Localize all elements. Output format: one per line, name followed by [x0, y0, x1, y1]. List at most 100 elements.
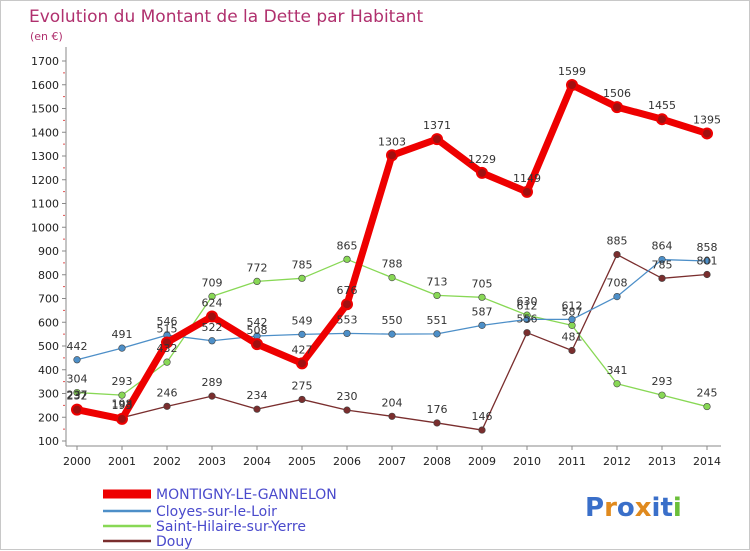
data-point-3 — [343, 406, 351, 414]
data-label-1: 546 — [157, 315, 178, 328]
data-label-0: 193 — [112, 399, 133, 412]
data-point-0 — [386, 149, 398, 162]
data-point-3 — [703, 270, 711, 279]
data-label-2: 785 — [292, 258, 313, 271]
data-label-1: 612 — [562, 299, 583, 312]
data-label-1: 549 — [292, 314, 313, 327]
chart-title: Evolution du Montant de la Dette par Hab… — [29, 7, 424, 27]
data-label-3: 146 — [472, 410, 493, 423]
logo-letter: t — [660, 493, 672, 523]
data-label-1: 587 — [472, 305, 493, 318]
y-tick-label: 1600 — [31, 79, 59, 92]
data-label-1: 708 — [607, 277, 628, 290]
logo-text: Proxiti — [585, 493, 682, 523]
data-label-0: 1395 — [693, 113, 721, 126]
x-tick-label: 2006 — [333, 455, 361, 468]
data-point-2 — [703, 402, 711, 411]
x-tick-label: 2003 — [198, 455, 226, 468]
data-point-0 — [341, 298, 353, 311]
data-point-3 — [433, 419, 441, 427]
logo-letter: o — [617, 493, 635, 523]
x-tick-label: 2014 — [693, 455, 721, 468]
y-tick-label: 1100 — [31, 198, 59, 211]
data-label-3: 234 — [247, 389, 268, 402]
data-point-0 — [251, 338, 263, 351]
data-label-3: 198 — [112, 398, 133, 411]
data-label-2: 304 — [67, 373, 88, 386]
data-label-2: 630 — [517, 295, 538, 308]
data-point-0 — [476, 166, 488, 179]
data-point-3 — [613, 250, 621, 259]
data-label-1: 542 — [247, 316, 268, 329]
x-tick-label: 2007 — [378, 455, 406, 468]
data-labels: 232 193 515 624 508 427 676 1303 1371 1229 1149 159… — [67, 65, 722, 423]
data-label-1: 612 — [517, 299, 538, 312]
data-point-2 — [658, 391, 666, 399]
data-label-2: 245 — [697, 387, 718, 400]
logo-letter: i — [673, 493, 682, 523]
data-label-0: 1506 — [603, 87, 631, 100]
data-point-0 — [116, 412, 128, 425]
x-tick-label: 2001 — [108, 455, 136, 468]
data-label-3: 885 — [607, 235, 628, 248]
logo-letter: x — [635, 493, 652, 523]
data-label-0: 1455 — [648, 99, 676, 112]
data-point-3 — [253, 405, 261, 413]
data-label-3: 204 — [382, 396, 403, 409]
data-point-1 — [388, 330, 396, 338]
data-point-0 — [611, 101, 623, 114]
data-label-0: 515 — [157, 322, 178, 335]
chart-subtitle: (en €) — [30, 30, 63, 43]
data-label-1: 550 — [382, 314, 403, 327]
x-tick-label: 2008 — [423, 455, 451, 468]
y-tick-label: 1200 — [31, 174, 59, 187]
y-tick-label: 1000 — [31, 221, 59, 234]
data-point-0 — [161, 336, 173, 349]
data-label-1: 491 — [112, 328, 133, 341]
y-tick-label: 300 — [38, 388, 59, 401]
data-label-3: 289 — [202, 376, 223, 389]
data-point-1 — [703, 257, 711, 265]
x-tick-label: 2012 — [603, 455, 631, 468]
data-point-0 — [71, 403, 83, 416]
data-label-2: 713 — [427, 275, 448, 288]
data-label-2: 709 — [202, 276, 223, 289]
data-label-0: 508 — [247, 324, 268, 337]
data-point-1 — [613, 293, 621, 301]
data-label-2: 293 — [652, 375, 673, 388]
x-tick-label: 2005 — [288, 455, 316, 468]
y-tick-label: 200 — [38, 411, 59, 424]
data-point-2 — [208, 292, 216, 300]
data-point-3 — [568, 346, 576, 355]
data-label-3: 176 — [427, 403, 448, 416]
data-point-1 — [433, 330, 441, 338]
y-tick-label: 1300 — [31, 150, 59, 163]
data-label-3: 785 — [652, 258, 673, 271]
data-label-2: 341 — [607, 364, 628, 377]
logo-letter: r — [604, 493, 617, 523]
data-label-0: 676 — [337, 284, 358, 297]
x-tick-label: 2011 — [558, 455, 586, 468]
data-point-2 — [73, 388, 81, 397]
data-label-3: 275 — [292, 379, 313, 392]
x-tick-label: 2000 — [63, 455, 91, 468]
data-label-2: 772 — [247, 261, 268, 274]
legend-label-2: Saint-Hilaire-sur-Yerre — [156, 519, 306, 535]
data-point-0 — [431, 133, 443, 146]
data-label-2: 865 — [337, 239, 358, 252]
data-point-0 — [296, 357, 308, 370]
data-label-1: 442 — [67, 340, 88, 353]
data-label-0: 1229 — [468, 153, 496, 166]
data-point-0 — [521, 185, 533, 198]
data-label-0: 232 — [67, 390, 88, 403]
x-tick-label: 2013 — [648, 455, 676, 468]
y-tick-label: 800 — [38, 269, 59, 282]
data-point-1 — [478, 321, 486, 329]
data-point-1 — [298, 330, 306, 338]
data-label-3: 801 — [697, 255, 718, 268]
data-label-1: 858 — [697, 241, 718, 254]
data-point-0 — [566, 78, 578, 91]
data-point-3 — [523, 329, 531, 337]
data-label-3: 556 — [517, 313, 538, 326]
